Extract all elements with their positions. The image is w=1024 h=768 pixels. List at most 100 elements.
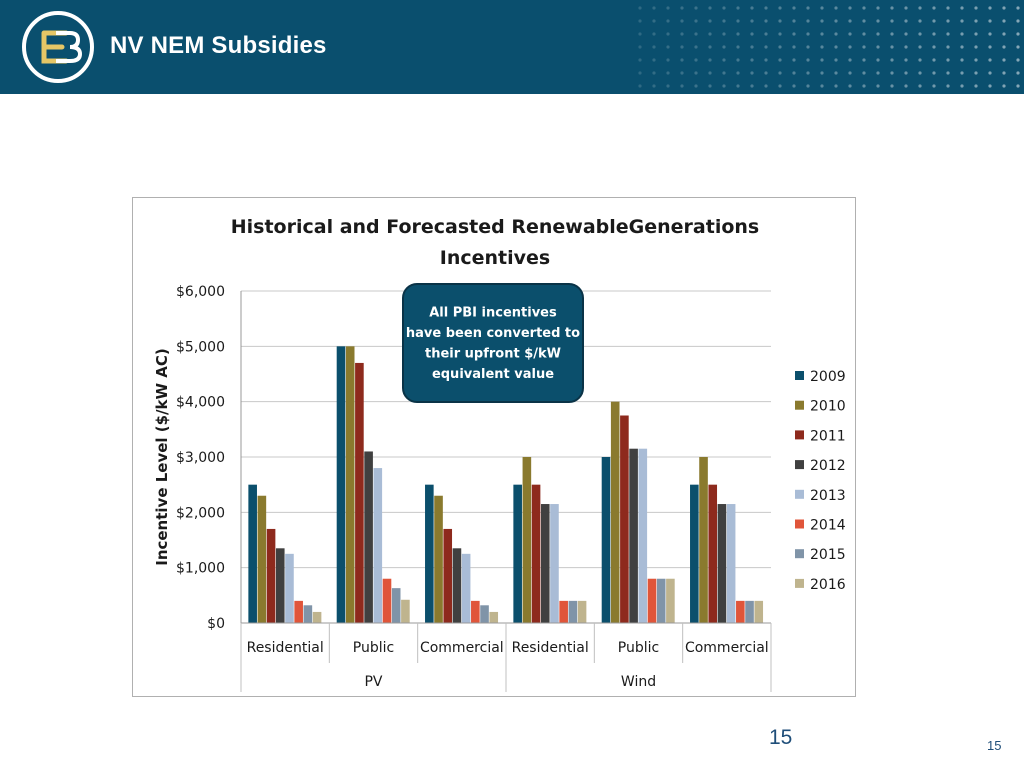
header-dot xyxy=(1016,84,1020,88)
bar-2011-3 xyxy=(531,484,541,623)
header-dot xyxy=(638,32,642,36)
header-dot xyxy=(974,71,978,75)
header-dot xyxy=(750,19,754,23)
header-dot xyxy=(974,84,978,88)
header-dot xyxy=(974,32,978,36)
header-dot xyxy=(638,84,642,88)
bar-2009-5 xyxy=(690,484,699,623)
header-dot xyxy=(764,58,768,62)
bar-2010-1 xyxy=(345,346,355,623)
header-dot xyxy=(890,6,894,10)
header-dot xyxy=(736,32,740,36)
header-dot xyxy=(694,6,698,10)
header-dot xyxy=(904,71,908,75)
legend-label: 2015 xyxy=(810,547,846,563)
bar-2015-3 xyxy=(568,600,578,623)
y-tick-label: $1,000 xyxy=(176,561,225,577)
bar-2012-3 xyxy=(540,504,550,623)
header-dot xyxy=(722,58,726,62)
header-dot xyxy=(848,71,852,75)
bar-2010-4 xyxy=(610,401,620,623)
header-dot xyxy=(820,71,824,75)
bar-2016-0 xyxy=(312,611,322,623)
header-dot xyxy=(736,19,740,23)
header-dot xyxy=(652,6,656,10)
header-dot xyxy=(988,19,992,23)
bar-2012-1 xyxy=(364,451,373,623)
header-dot xyxy=(694,84,698,88)
header-dot xyxy=(946,58,950,62)
bar-2013-5 xyxy=(726,504,736,623)
header-dot xyxy=(988,71,992,75)
x-tick-label: Residential xyxy=(247,640,324,656)
header-dot xyxy=(1002,45,1006,49)
header-dot xyxy=(722,6,726,10)
header-dot xyxy=(708,45,712,49)
header-dot xyxy=(988,6,992,10)
header-dot xyxy=(750,6,754,10)
header-dot xyxy=(1016,45,1020,49)
header-dot xyxy=(806,6,810,10)
bar-2016-2 xyxy=(489,611,499,623)
header-dot xyxy=(848,19,852,23)
bar-2015-4 xyxy=(656,578,666,623)
header-dot xyxy=(890,71,894,75)
header-dot xyxy=(890,19,894,23)
slide-header: NV NEM Subsidies xyxy=(0,0,1024,94)
header-dot xyxy=(960,19,964,23)
header-dot xyxy=(736,84,740,88)
header-dot xyxy=(764,32,768,36)
header-dot xyxy=(974,6,978,10)
header-dot xyxy=(666,84,670,88)
bar-2009-3 xyxy=(513,484,522,623)
header-dot xyxy=(736,58,740,62)
header-dot xyxy=(862,19,866,23)
header-dot xyxy=(1002,32,1006,36)
header-dot xyxy=(806,58,810,62)
header-dot xyxy=(722,32,726,36)
header-dot xyxy=(960,45,964,49)
header-dot xyxy=(834,58,838,62)
legend-swatch-2013 xyxy=(795,489,804,499)
legend-swatch-2014 xyxy=(795,519,804,529)
header-dot xyxy=(778,71,782,75)
header-dot xyxy=(806,71,810,75)
header-dot xyxy=(652,71,656,75)
header-dot xyxy=(764,6,768,10)
header-dot xyxy=(750,32,754,36)
header-dot xyxy=(862,84,866,88)
header-dot xyxy=(722,19,726,23)
header-dot xyxy=(862,71,866,75)
header-dot xyxy=(988,58,992,62)
header-dot xyxy=(680,84,684,88)
x-tick-label: Commercial xyxy=(420,640,504,656)
header-dot xyxy=(890,45,894,49)
legend-swatch-2010 xyxy=(795,400,804,410)
header-dot xyxy=(876,84,880,88)
bar-2014-5 xyxy=(736,600,745,623)
header-dot xyxy=(834,84,838,88)
header-dot xyxy=(806,45,810,49)
legend-label: 2009 xyxy=(810,369,846,385)
bar-2015-1 xyxy=(391,588,401,623)
x-group-label: PV xyxy=(364,674,382,690)
header-dot xyxy=(932,6,936,10)
header-dot xyxy=(1002,6,1006,10)
header-dot xyxy=(932,58,936,62)
header-dot xyxy=(904,19,908,23)
x-tick-label: Residential xyxy=(512,640,589,656)
header-dot xyxy=(722,71,726,75)
header-dot xyxy=(652,45,656,49)
header-dot xyxy=(694,71,698,75)
header-dot xyxy=(876,6,880,10)
header-dot xyxy=(764,19,768,23)
bar-2009-0 xyxy=(248,484,257,623)
header-dot xyxy=(750,71,754,75)
bar-2016-4 xyxy=(666,578,675,623)
header-dot xyxy=(652,19,656,23)
header-dot xyxy=(834,19,838,23)
header-dot xyxy=(876,71,880,75)
bar-2013-3 xyxy=(550,504,559,623)
header-dot xyxy=(666,45,670,49)
header-dot xyxy=(918,19,922,23)
